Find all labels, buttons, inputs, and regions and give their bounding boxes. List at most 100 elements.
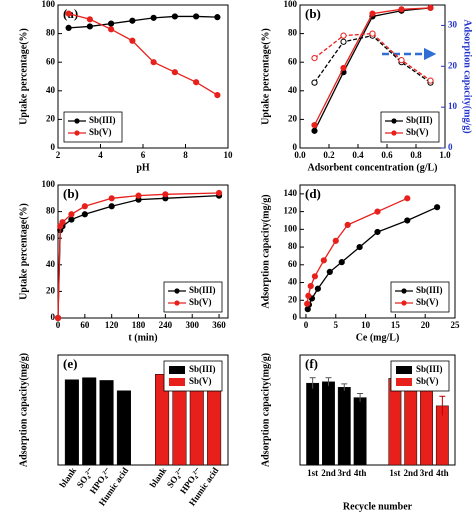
x-tick-label: 3rd [338, 468, 352, 478]
x-tick-label: 120 [105, 320, 119, 330]
y-tick-label: 20 [46, 113, 56, 123]
data-point [311, 273, 319, 280]
x-tick-label: 10 [224, 150, 234, 160]
legend-box [380, 111, 440, 143]
data-point [86, 23, 93, 30]
x-tick-label: 0.2 [323, 150, 335, 160]
plot-frame [299, 184, 456, 319]
data-point [54, 314, 62, 322]
data-point [434, 204, 441, 211]
y-tick-label: 100 [42, 0, 56, 9]
x-tick-label: 0.6 [381, 150, 393, 160]
y-tick-label: 80 [288, 241, 298, 251]
data-point [338, 259, 345, 266]
x-tick-label: 25 [451, 320, 461, 330]
legend-box [163, 281, 223, 313]
legend-swatch [169, 378, 185, 386]
x-tick-label: 300 [185, 320, 199, 330]
legend-label: Sb(III) [416, 285, 443, 295]
panel-label: (b) [63, 186, 79, 201]
x-tick-label: 1.0 [439, 150, 451, 160]
y-axis-label: Uptake percentage(%) [260, 28, 271, 125]
data-point [162, 191, 169, 198]
data-point [193, 13, 200, 20]
panel-label: (e) [63, 356, 77, 371]
data-point [340, 38, 347, 45]
x-axis-label: Recycle number [343, 501, 413, 512]
x-axis-label: t (min) [128, 332, 157, 343]
bar [353, 397, 367, 466]
legend-label: Sb(V) [406, 127, 429, 137]
legend-label: Sb(V) [189, 297, 212, 307]
y2-tick-label: 30 [448, 19, 458, 29]
data-point [171, 13, 178, 20]
y-tick-label: 40 [288, 277, 298, 287]
legend-label: Sb(V) [416, 376, 439, 386]
data-point [374, 228, 381, 236]
data-point [108, 20, 115, 27]
x-tick-label: 4 [98, 150, 103, 160]
data-point [398, 6, 405, 13]
data-point [81, 203, 88, 210]
legend-label: Sb(III) [89, 115, 116, 125]
data-point [340, 64, 347, 72]
y-axis-label: Adsorption capacity(mg/g) [260, 353, 271, 467]
data-point [108, 203, 115, 210]
x-tick-label: 0 [56, 320, 61, 330]
data-point [340, 32, 347, 39]
y-tick-label: 60 [288, 56, 298, 66]
data-point [369, 30, 376, 37]
x-tick-label: 3rd [420, 468, 434, 478]
data-point [108, 195, 115, 202]
x-tick-label: 20 [421, 320, 431, 330]
x-tick-label: 2nd [321, 468, 336, 478]
bar [64, 379, 79, 466]
plot-frame [57, 184, 229, 319]
y-tick-label: 20 [288, 113, 298, 123]
data-point [86, 16, 93, 23]
data-point [214, 14, 221, 21]
panel-label: (f) [305, 356, 318, 371]
data-point [369, 10, 376, 17]
legend-box [63, 111, 123, 143]
data-point [68, 216, 75, 223]
data-point [215, 189, 223, 197]
legend-label: Sb(III) [189, 285, 216, 295]
x-tick-label: 6 [141, 150, 146, 160]
x-tick-label: 1st [389, 468, 400, 478]
plot-frame [299, 354, 456, 466]
bar [116, 390, 131, 466]
x-tick-label: 15 [391, 320, 401, 330]
bar [82, 377, 97, 466]
bar [337, 387, 351, 466]
legend-marker [401, 300, 407, 306]
data-point [311, 122, 318, 129]
x-tick-label: 4th [436, 468, 449, 478]
x-tick-label: 0.0 [294, 150, 306, 160]
plot-frame [299, 4, 446, 149]
series-line [68, 12, 218, 96]
legend-swatch [396, 366, 412, 374]
y-axis-label: Adsorption capacity(mg/g) [18, 353, 29, 467]
data-point [307, 282, 314, 290]
data-point [150, 59, 157, 66]
data-point [65, 24, 72, 31]
y2-tick-label: 10 [448, 101, 458, 111]
data-point [193, 79, 200, 86]
y-tick-label: 60 [46, 232, 56, 242]
bar [99, 380, 114, 466]
data-point [398, 57, 405, 64]
legend-marker [74, 130, 80, 136]
legend-marker [391, 130, 397, 136]
y-axis-label: Uptake percentage(%) [18, 28, 29, 125]
data-point [65, 10, 72, 17]
y-tick-label: 40 [46, 85, 56, 95]
data-point [150, 14, 157, 21]
y-tick-label: 0 [51, 142, 56, 152]
y-tick-label: 120 [284, 206, 298, 216]
data-point [356, 243, 363, 251]
x-tick-label: blank [57, 466, 78, 490]
data-point [214, 91, 221, 99]
data-point [320, 257, 327, 264]
panel-label: (d) [305, 186, 321, 201]
